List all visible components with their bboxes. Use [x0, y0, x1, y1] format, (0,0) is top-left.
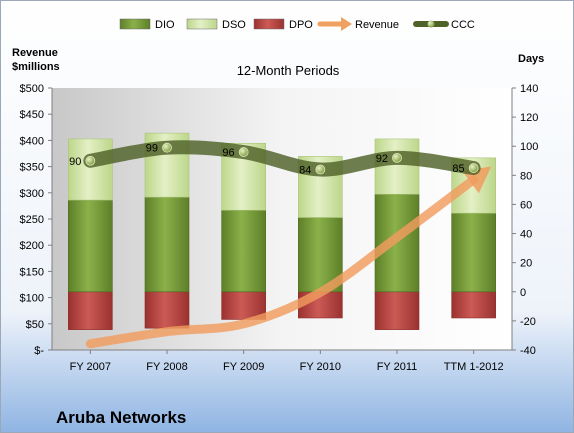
x-tick-label: FY 2011	[377, 361, 418, 373]
left-tick-label: $450	[20, 109, 44, 121]
left-tick-label: $350	[20, 162, 44, 174]
dso-bar	[68, 138, 113, 201]
x-tick-label: TTM 1-2012	[444, 361, 504, 373]
right-tick-label: -20	[520, 316, 536, 328]
dpo-bar	[451, 291, 496, 319]
legend-swatch-dpo	[253, 18, 285, 30]
ccc-point	[392, 152, 402, 163]
right-tick-label: 60	[520, 199, 532, 211]
right-axis-title: Days	[518, 53, 544, 65]
ccc-data-label: 96	[222, 147, 234, 159]
dpo-bar	[68, 291, 113, 330]
x-tick-label: FY 2008	[146, 361, 187, 373]
right-axis: -40 -20 0 20 40 60 80 100 120 140	[512, 83, 538, 357]
right-tick-label: 0	[520, 287, 526, 299]
dso-bar	[374, 138, 420, 195]
dpo-bar	[144, 291, 190, 329]
dio-bar	[374, 193, 420, 293]
left-tick-label: $200	[20, 240, 44, 252]
legend-label-dpo: DPO	[289, 19, 313, 31]
legend: DIO DSO DPO Revenue CCC	[119, 17, 475, 31]
dio-bar	[221, 209, 266, 293]
legend-swatch-revenue-head	[341, 17, 352, 31]
dio-bar	[451, 212, 496, 293]
left-tick-label: $300	[20, 188, 44, 200]
left-tick-label: $50	[26, 319, 44, 331]
left-tick-label: $-	[34, 345, 44, 357]
ccc-point	[315, 164, 326, 175]
ccc-point	[85, 155, 96, 166]
x-tick-label: FY 2010	[300, 361, 341, 373]
right-tick-label: 40	[520, 229, 532, 241]
chart-title: 12-Month Periods	[237, 63, 340, 78]
right-tick-label: 20	[520, 258, 532, 270]
company-name: Aruba Networks	[56, 408, 186, 427]
ccc-data-label: 92	[376, 153, 388, 165]
ccc-data-label: 85	[452, 163, 464, 175]
legend-swatch-dso	[186, 18, 218, 30]
left-tick-label: $150	[20, 266, 44, 278]
right-tick-label: 80	[520, 170, 532, 182]
left-tick-label: $400	[20, 135, 44, 147]
legend-label-dio: DIO	[155, 19, 175, 31]
ccc-line	[83, 140, 481, 177]
x-tick-label: FY 2007	[70, 361, 111, 373]
dio-bar	[144, 196, 190, 293]
right-tick-label: -40	[520, 345, 536, 357]
x-axis: FY 2007 FY 2008 FY 2009 FY 2010 FY 2011 TTM 1…	[70, 350, 504, 373]
x-tick-label: FY 2009	[223, 361, 264, 373]
right-tick-label: 120	[520, 112, 538, 124]
left-tick-label: $100	[20, 293, 44, 305]
legend-label-ccc: CCC	[451, 19, 475, 31]
dio-bar	[68, 199, 113, 293]
left-tick-label: $500	[20, 83, 44, 95]
legend-label-revenue: Revenue	[355, 19, 399, 31]
left-tick-label: $250	[20, 214, 44, 226]
ccc-series: 90 99 96 84 92 85	[69, 140, 481, 177]
ccc-point	[468, 163, 479, 173]
right-tick-label: 140	[520, 83, 538, 95]
ccc-data-label: 84	[299, 165, 311, 177]
ccc-point	[162, 142, 172, 153]
dpo-bar	[374, 291, 420, 330]
left-axis-title-line2: $millions	[12, 61, 60, 73]
ccc-point	[238, 147, 249, 157]
left-axis: $- $50 $100 $150 $200 $250 $300 $350 $400 $450 $50…	[20, 83, 52, 357]
right-tick-label: 100	[520, 141, 538, 153]
left-axis-title-line1: Revenue	[12, 47, 58, 59]
legend-swatch-dio	[119, 18, 151, 30]
legend-swatch-ccc-marker	[427, 20, 435, 28]
revenue-line	[85, 175, 479, 349]
ccc-data-label: 99	[146, 143, 158, 155]
ccc-data-label: 90	[69, 156, 81, 168]
legend-label-dso: DSO	[222, 19, 246, 31]
